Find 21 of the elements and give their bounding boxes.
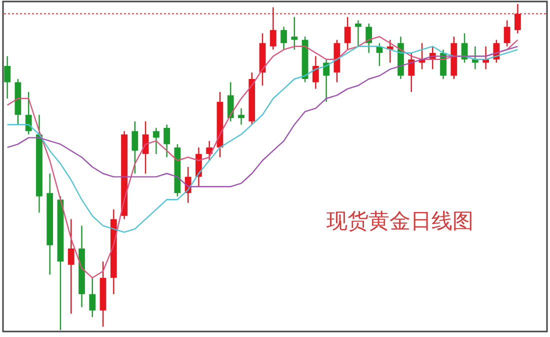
candlestick <box>323 58 330 102</box>
candlestick <box>25 91 32 135</box>
candlestick <box>227 82 234 122</box>
candlestick <box>164 124 170 158</box>
candlestick <box>366 22 372 54</box>
candlestick <box>238 108 244 126</box>
candlestick <box>270 6 276 50</box>
candlestick <box>291 16 298 50</box>
annotation: 现货黄金日线图 <box>326 209 474 233</box>
candlestick <box>355 20 362 47</box>
candlestick <box>4 56 11 100</box>
candlestick <box>514 3 521 34</box>
candlestick <box>344 16 351 50</box>
candlestick <box>89 277 96 318</box>
candlestick <box>132 120 138 174</box>
candlestick <box>408 52 415 93</box>
candlestick <box>280 26 287 50</box>
candlestick <box>504 20 510 47</box>
candlestick <box>68 218 74 314</box>
candlestick <box>312 56 319 90</box>
candlestick <box>152 127 160 155</box>
